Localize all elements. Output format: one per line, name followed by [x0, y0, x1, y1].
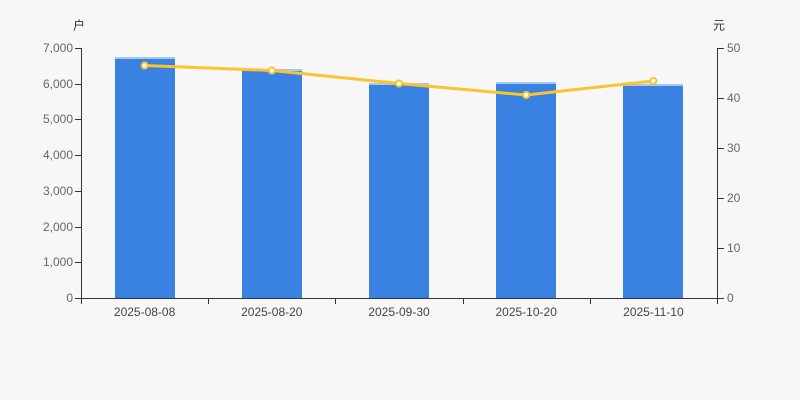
x-tick-label: 2025-08-08 [113, 305, 176, 319]
y-tick-label-right: 10 [727, 241, 741, 255]
x-axis-tick [462, 299, 464, 304]
y-tick-label-left: 0 [66, 291, 73, 305]
data-point-marker [140, 61, 149, 70]
y-tick-label-left: 7,000 [42, 41, 73, 55]
x-axis-tick [208, 299, 210, 304]
data-point-marker [267, 66, 276, 75]
y-tick-label-left: 4,000 [42, 148, 73, 163]
y-tick-label-right: 50 [727, 41, 741, 55]
right-axis-tick [718, 298, 724, 299]
right-axis-tick [718, 48, 724, 49]
x-tick-label: 2025-10-20 [495, 305, 557, 319]
left-axis-tick [75, 226, 81, 228]
bar [496, 81, 557, 298]
left-axis-tick [75, 119, 81, 121]
y-tick-label-right: 0 [727, 291, 734, 305]
data-point-marker [649, 77, 658, 85]
right-axis-tick [718, 148, 724, 149]
left-axis-line [81, 48, 82, 299]
x-axis-tick [717, 299, 718, 304]
y-tick-label-left: 1,000 [42, 255, 73, 270]
bar [369, 82, 429, 298]
x-axis-line [81, 298, 718, 299]
left-axis-tick [75, 48, 81, 49]
right-axis-tick [718, 198, 724, 199]
x-axis-tick [589, 299, 591, 304]
y-tick-label-left: 2,000 [42, 219, 73, 234]
y-tick-label-left: 5,000 [42, 112, 73, 127]
data-point-marker [395, 79, 403, 88]
left-axis-tick [75, 190, 81, 192]
left-axis-tick [75, 155, 81, 157]
left-axis-tick [75, 83, 81, 85]
right-axis-line [717, 48, 718, 299]
right-axis-tick [718, 248, 724, 249]
y-tick-label-left: 6,000 [42, 76, 73, 91]
x-axis-tick [81, 299, 82, 304]
left-axis-tick [75, 298, 81, 299]
data-point-marker [522, 91, 531, 99]
x-axis-tick [335, 299, 337, 304]
left-axis-tick [75, 262, 81, 264]
y-tick-label-right: 30 [727, 141, 741, 155]
x-tick-label: 2025-09-30 [368, 305, 430, 319]
bar [623, 84, 684, 298]
bar [114, 57, 175, 298]
right-axis-title: 元 [712, 18, 726, 33]
x-tick-label: 2025-11-10 [623, 305, 684, 319]
x-tick-label: 2025-08-20 [241, 305, 303, 319]
right-axis-tick [718, 98, 724, 99]
y-tick-label-right: 40 [727, 91, 741, 105]
left-axis-title: 户 [72, 18, 86, 33]
y-tick-label-right: 20 [727, 191, 741, 205]
bar [241, 68, 302, 298]
y-tick-label-left: 3,000 [42, 183, 73, 198]
